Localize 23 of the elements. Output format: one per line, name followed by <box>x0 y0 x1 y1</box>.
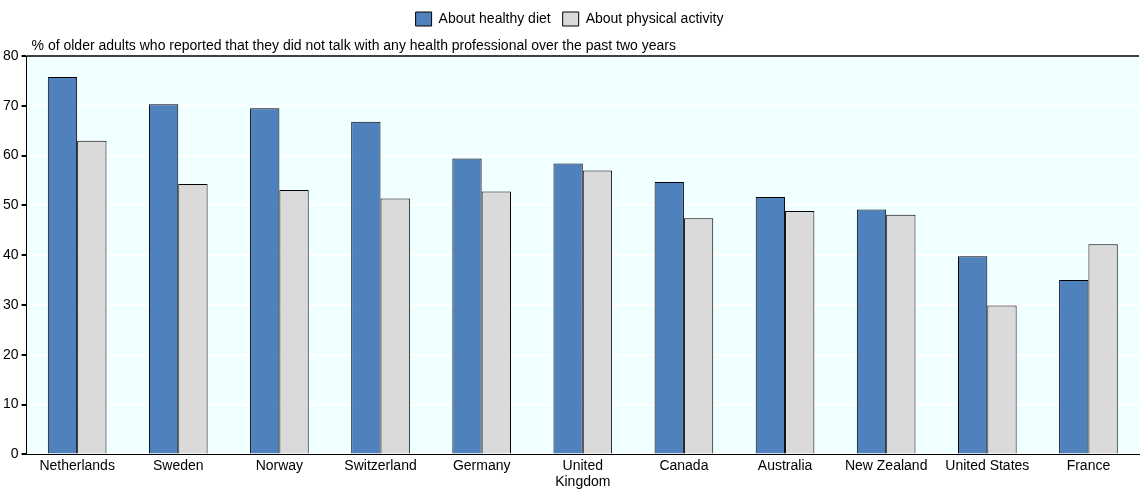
y-axis-title: % of older adults who reported that they did not talk with any health professional over the past two years <box>31 36 676 53</box>
x-tick-label: Australia <box>757 456 813 473</box>
y-tick-label: 40 <box>2 246 19 263</box>
y-tick-label: 50 <box>2 196 19 213</box>
y-tick-label: 10 <box>2 395 19 412</box>
y-tick-label: 20 <box>2 345 19 362</box>
y-tick-label: 0 <box>10 445 19 462</box>
x-tick-label: United States <box>945 456 1030 473</box>
y-tick-label: 60 <box>2 146 19 163</box>
x-tick-label: France <box>1066 456 1111 473</box>
x-tick-label: Sweden <box>152 456 204 473</box>
legend-label: About healthy diet <box>438 9 551 26</box>
x-tick-label: Germany <box>452 456 511 473</box>
y-tick-label: 30 <box>2 295 19 312</box>
x-tick-label: Canada <box>659 456 709 473</box>
x-tick-label: United Kingdom <box>555 456 611 490</box>
y-tick-label: 70 <box>2 96 19 113</box>
y-tick-label: 80 <box>2 46 19 63</box>
x-tick-label: Norway <box>255 456 304 473</box>
x-tick-label: Switzerland <box>344 456 417 473</box>
x-tick-label: New Zealand <box>844 456 928 473</box>
x-tick-label: Netherlands <box>39 456 115 473</box>
legend-label: About physical activity <box>585 9 724 26</box>
